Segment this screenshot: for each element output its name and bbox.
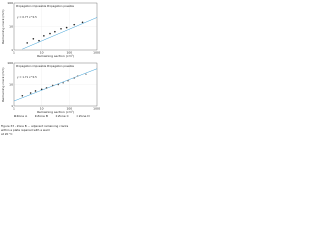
point [21,94,24,97]
legend-marker [34,115,37,117]
point [34,90,37,92]
point [49,32,51,35]
caption: at 20 °C [1,132,13,136]
annotation: Propagation impossible [16,4,47,8]
y-axis-label: Remaining crack (mm) [1,67,5,101]
legend-marker [76,115,79,117]
annotation: y = 1.71 x^0.5 [17,75,37,79]
x-tick-label: 1000 [93,107,100,111]
x-tick-label: 100 [66,51,72,55]
legend-label: Zone A [17,114,29,118]
legend-label: Zone D [79,114,91,118]
legend-label: Zone B [37,114,48,118]
y-axis-label: Remaining crack (mm) [1,9,5,43]
point [67,79,69,82]
annotation: Propagation possible [47,4,74,8]
y-tick-label: 1 [11,48,13,52]
y-tick-label: 100 [7,1,13,5]
point [85,73,87,76]
point [26,42,29,44]
x-axis-label: Remaining section (cm²) [37,54,74,58]
y-tick-label: 10 [9,25,13,29]
point [65,26,68,29]
legend-marker [14,115,16,117]
point [43,35,45,37]
annotation: Propagation impossible [16,64,47,68]
y-tick-label: 10 [9,83,13,87]
x-tick-label: 1 [13,107,15,111]
point [40,88,43,91]
y-tick-label: 100 [7,61,13,65]
legend-label: Zone C [58,114,69,118]
point [60,27,62,30]
x-tick-label: 1000 [93,51,100,55]
point [51,84,54,87]
annotation: Propagation possible [47,64,74,68]
y-tick-label: 1 [11,104,13,108]
point [73,77,76,79]
point [76,75,79,77]
trend-line [13,68,98,102]
x-axis-label: Remaining section (cm²) [37,110,74,114]
point [57,83,60,86]
point [45,87,48,89]
plot-frame [13,2,98,51]
x-tick-label: 10 [40,107,44,111]
caption: within a plate repaired with a weld [1,128,50,132]
annotation: y = 0.77 x^0.5 [17,15,37,19]
x-tick-label: 100 [66,107,72,111]
plot-frame [13,62,98,107]
point [73,23,76,26]
point [54,30,56,33]
point [29,92,32,94]
caption: Figure 33 - Zone B ... adjacent remainin… [1,124,69,128]
x-tick-label: 1 [13,51,15,55]
trend-line [22,17,98,50]
point [32,37,35,40]
point [62,81,64,84]
point [38,39,40,42]
legend-marker [55,115,58,117]
point [81,21,84,24]
x-tick-label: 10 [40,51,44,55]
